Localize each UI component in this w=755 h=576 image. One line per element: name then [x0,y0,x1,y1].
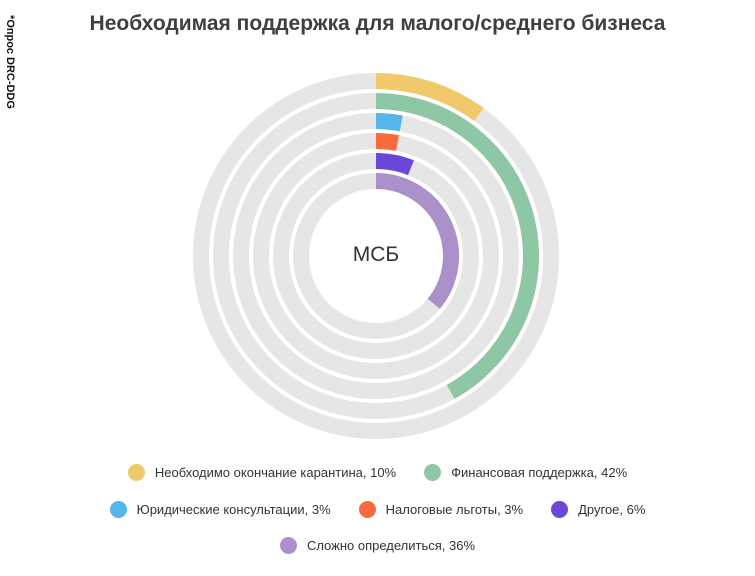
legend-item-other[interactable]: Другое, 6% [551,501,645,518]
legend-item-quarantine[interactable]: Необходимо окончание карантина, 10% [127,464,397,481]
legend-label: Необходимо окончание карантина, 10% [154,465,397,480]
ring-bar-6[interactable] [375,173,459,309]
ring-bar-1[interactable] [375,73,484,121]
ring-bar-2[interactable] [375,93,539,399]
legend-label: Другое, 6% [578,502,646,517]
legend-item-financial[interactable]: Финансовая поддержка, 42% [424,464,627,481]
legend-row-1: Необходимо окончание карантина, 10% Фина… [0,464,755,481]
legend-item-legal[interactable]: Юридические консультации, 3% [109,501,331,518]
legend-marker [424,464,442,481]
legend-label: Финансовая поддержка, 42% [451,465,628,480]
legend-marker [551,501,569,518]
legend-marker [358,501,376,518]
ring-bar-4[interactable] [375,133,400,151]
legend-row-3: Сложно определиться, 36% [0,537,755,554]
legend-item-tax[interactable]: Налоговые льготы, 3% [358,501,524,518]
legend-item-undecided[interactable]: Сложно определиться, 36% [279,537,476,554]
legend-marker [279,537,297,554]
legend-label: Юридические консультации, 3% [136,502,331,517]
chart-title: Необходимая поддержка для малого/среднег… [89,12,666,35]
ring-bar-5[interactable] [375,153,414,176]
ring-bar-3[interactable] [375,113,403,132]
legend-marker [127,464,145,481]
center-label: МСБ [353,243,399,266]
legend-label: Сложно определиться, 36% [306,538,476,553]
legend-label: Налоговые льготы, 3% [385,502,524,517]
legend-row-2: Юридические консультации, 3% Налоговые л… [0,501,755,518]
legend-marker [109,501,127,518]
